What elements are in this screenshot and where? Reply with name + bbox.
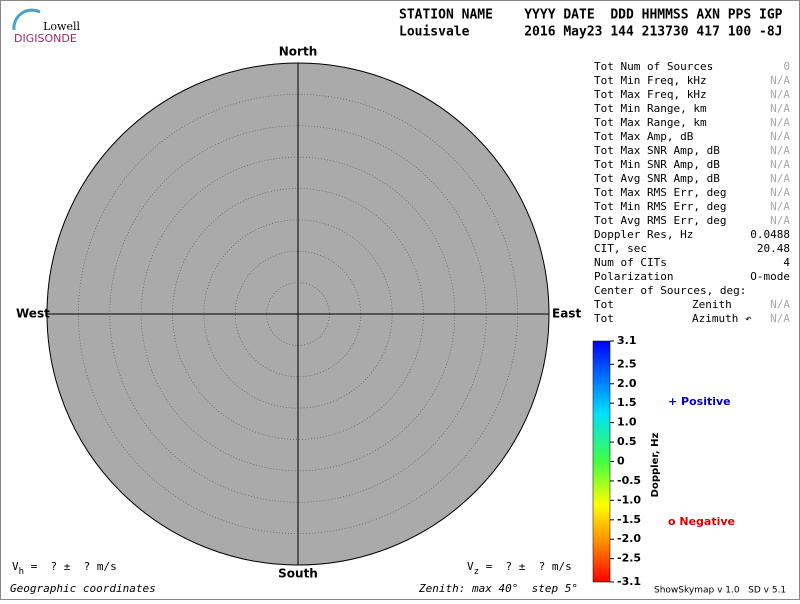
stat-label: Tot Max RMS Err, deg [594,186,726,199]
stat-value: 0.0488 [750,228,790,241]
colorbar-tick-label: -2.0 [617,532,641,545]
colorbar-tick-label: -3.1 [617,575,641,588]
vh-sub: h [19,567,24,577]
colorbar-tick-label: -2.5 [617,552,641,565]
stat-label: Tot Max SNR Amp, dB [594,144,720,157]
header-labels: STATION NAME YYYY DATE DDD HHMMSS AXN PP… [399,8,783,23]
vh-sym: V [12,560,19,573]
logo-arc [12,8,41,31]
colorbar-label: Doppler, Hz [650,433,661,498]
colorbar-tick-label: 1.5 [617,396,637,409]
stat-value: N/A [770,186,790,199]
stat-value: N/A [770,200,790,213]
legend-positive: + Positive [668,395,731,408]
zenith-note: Zenith: max 40° step 5° [418,582,578,595]
stat-label: CIT, sec [594,242,647,255]
stat-label: Tot Max Amp, dB [594,130,694,143]
legend-negative: o Negative [668,515,735,528]
center-prefix: Tot [594,312,614,325]
vh-rest: = ? ± ? m/s [24,560,117,573]
colorbar-tick-label: 3.1 [617,334,637,347]
south-label: South [278,567,318,581]
stat-value: N/A [770,116,790,129]
north-label: North [279,45,317,59]
colorbar [592,340,611,583]
vz-text: Vz = ? ± ? m/s [467,560,572,577]
vz-rest: = ? ± ? m/s [479,560,572,573]
center-prefix: Tot [594,298,614,311]
vz-sym: V [467,560,474,573]
center-value: N/A [770,312,790,325]
vh-text: Vh = ? ± ? m/s [12,560,117,577]
colorbar-tick-label: 2.0 [617,377,637,390]
sky-plot [46,62,550,566]
stat-label: Num of CITs [594,256,667,269]
stat-label: Tot Min Freq, kHz [594,74,707,87]
stat-value: N/A [770,74,790,87]
stat-label: Polarization [594,270,673,283]
colorbar-tick-label: 1.0 [617,416,637,429]
stat-label: Tot Max Range, km [594,116,707,129]
center-value: N/A [770,298,790,311]
stat-label: Doppler Res, Hz [594,228,693,241]
colorbar-tick-label: 0.5 [617,435,637,448]
stat-value: N/A [770,172,790,185]
vz-sub: z [474,567,479,577]
colorbar-tick-label: 2.5 [617,357,637,370]
center-title: Center of Sources, deg: [594,284,746,297]
version: ShowSkymap v 1.0 SD v 5.1 [654,586,786,596]
colorbar-tick-label: 0 [617,455,625,468]
stat-label: Tot Min Range, km [594,102,707,115]
center-label: Azimuth ↶ [692,312,752,325]
stat-value: N/A [770,130,790,143]
logo-top: Lowell [43,20,80,33]
header-values: Louisvale 2016 May23 144 213730 417 100 … [399,25,783,40]
colorbar-tick-label: -1.5 [617,513,641,526]
stat-label: Tot Avg SNR Amp, dB [594,172,720,185]
west-label: West [16,307,50,321]
stat-value: 20.48 [757,242,790,255]
stat-value: 4 [783,256,790,269]
coords-note: Geographic coordinates [10,582,156,595]
colorbar-tick-label: -0.5 [617,474,641,487]
east-label: East [552,307,581,321]
stat-value: N/A [770,144,790,157]
stat-label: Tot Max Freq, kHz [594,88,707,101]
stat-value: N/A [770,214,790,227]
colorbar-tick-label: -1.0 [617,493,641,506]
stat-value: O-mode [750,270,790,283]
stat-label: Tot Num of Sources [594,60,713,73]
stat-label: Tot Min SNR Amp, dB [594,158,720,171]
logo-bottom: DIGISONDE [14,32,77,45]
stat-value: N/A [770,158,790,171]
stat-label: Tot Min RMS Err, deg [594,200,726,213]
stat-value: 0 [783,60,790,73]
stat-value: N/A [770,102,790,115]
center-label: Zenith [692,298,732,311]
stat-value: N/A [770,88,790,101]
stat-label: Tot Avg RMS Err, deg [594,214,726,227]
